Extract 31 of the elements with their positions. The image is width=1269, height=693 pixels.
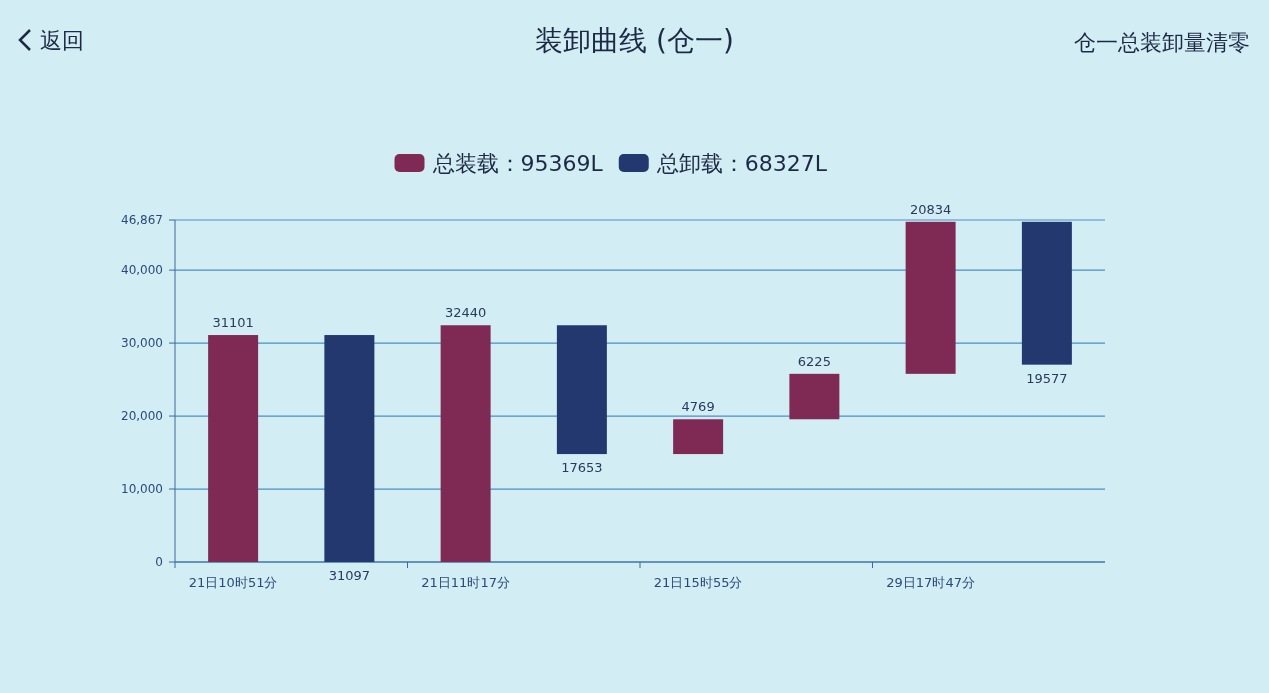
bar (556, 325, 607, 455)
bar (440, 325, 491, 562)
bar (905, 221, 956, 374)
y-tick-label: 30,000 (121, 336, 163, 351)
data-label: 19577 (1026, 370, 1068, 386)
data-label: 20834 (909, 201, 952, 217)
legend-label: 总卸载：68327L (655, 151, 828, 176)
text: 仓一总装卸量清零 (1074, 30, 1250, 55)
x-tick-label: 21日15时55分 (653, 575, 743, 590)
x-tick-label: 21日11时17分 (421, 575, 510, 590)
data-label: 32440 (444, 305, 487, 321)
y-tick-label: 10,000 (121, 482, 163, 497)
bar (208, 335, 259, 562)
y-tick-label: 40,000 (121, 263, 163, 278)
data-label: 31101 (212, 315, 254, 331)
y-tick-label: 20,000 (121, 409, 163, 424)
data-label: 6225 (797, 353, 831, 369)
bar (324, 335, 375, 562)
data-label: 17653 (561, 460, 603, 476)
data-label: 31097 (328, 567, 371, 583)
bar (673, 419, 724, 455)
x-tick-label: 21日10时51分 (188, 575, 278, 590)
chart-title: 装卸曲线 (仓一) (535, 24, 734, 57)
bar (1021, 221, 1072, 365)
bar (789, 373, 840, 420)
text: 返回 (40, 28, 84, 53)
y-tick-label: 46,867 (121, 213, 163, 227)
x-tick-label: 29日17时47分 (886, 575, 975, 590)
data-label: 4769 (681, 399, 715, 415)
legend-label: 总装载：95369L (431, 151, 604, 176)
y-tick-label: 0 (155, 555, 163, 569)
